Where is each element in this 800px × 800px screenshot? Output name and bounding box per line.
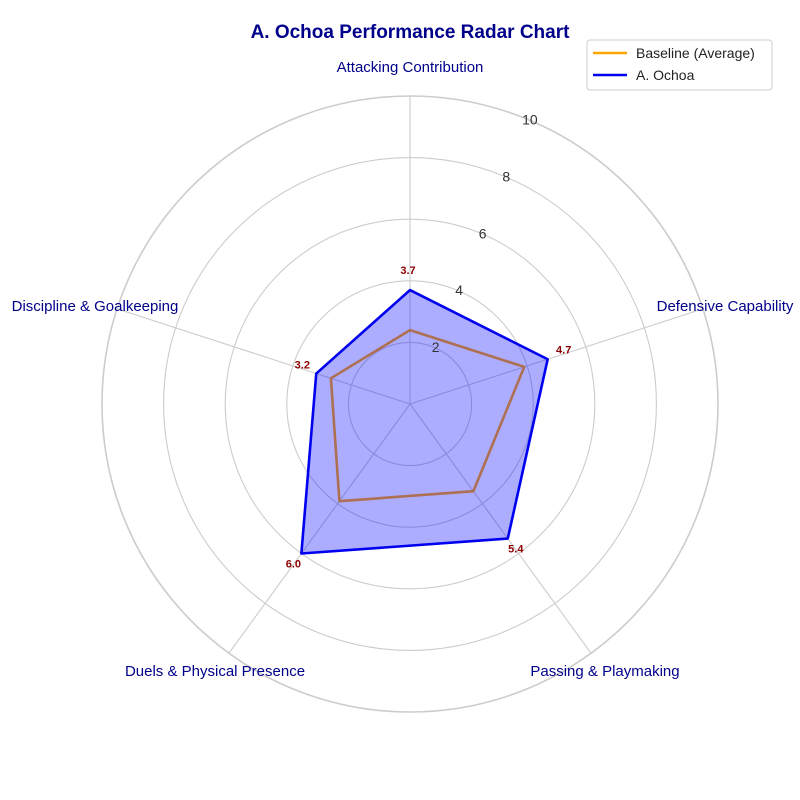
axis-spoke bbox=[409, 403, 592, 654]
axis-spoke bbox=[409, 308, 704, 405]
axis-spoke bbox=[228, 403, 411, 654]
axis-label: Passing & Playmaking bbox=[530, 663, 679, 680]
data-label: 4.7 bbox=[556, 344, 571, 356]
series-a-ochoa bbox=[300, 288, 549, 555]
series-baseline-average bbox=[329, 328, 526, 503]
data-labels: 3.7 4.7 5.4 6.0 3.2 bbox=[286, 265, 572, 571]
data-label: 3.2 bbox=[295, 360, 310, 372]
legend-box bbox=[586, 39, 773, 91]
tick-label: 10 bbox=[522, 111, 538, 127]
axis-label: Discipline & Goalkeeping bbox=[12, 298, 179, 315]
chart-title: A. Ochoa Performance Radar Chart bbox=[251, 22, 571, 43]
axis-label: Defensive Capability bbox=[657, 298, 794, 315]
axis-labels: Attacking Contribution Defensive Capabili… bbox=[12, 59, 794, 680]
tick-label: 6 bbox=[479, 225, 487, 241]
axis-spoke bbox=[116, 308, 411, 405]
radial-ticks: 2 4 6 8 10 bbox=[432, 111, 538, 355]
radar-grid bbox=[101, 95, 719, 713]
legend-entry: Baseline (Average) bbox=[636, 45, 755, 61]
axis-label: Duels & Physical Presence bbox=[125, 663, 305, 680]
data-label: 5.4 bbox=[508, 544, 524, 556]
tick-label: 2 bbox=[432, 339, 440, 355]
tick-label: 4 bbox=[455, 282, 463, 298]
legend-entry: A. Ochoa bbox=[636, 67, 695, 83]
legend: Baseline (Average) A. Ochoa bbox=[586, 39, 773, 91]
radar-series bbox=[300, 288, 549, 555]
axis-label: Attacking Contribution bbox=[337, 59, 484, 76]
data-label: 3.7 bbox=[400, 265, 415, 277]
tick-label: 8 bbox=[502, 168, 510, 184]
data-label: 6.0 bbox=[286, 559, 301, 571]
